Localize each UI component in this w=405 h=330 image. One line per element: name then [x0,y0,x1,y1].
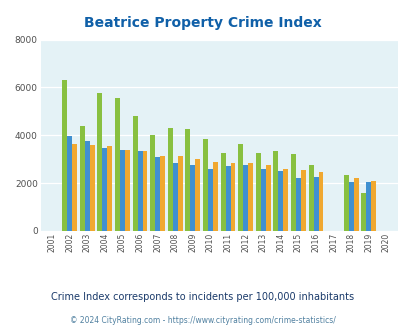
Bar [107,146,112,231]
Bar [225,166,230,231]
Text: © 2024 CityRating.com - https://www.cityrating.com/crime-statistics/: © 2024 CityRating.com - https://www.city… [70,315,335,325]
Bar [371,181,375,231]
Bar [177,156,182,231]
Bar [290,154,295,231]
Bar [230,163,235,231]
Bar [167,128,173,231]
Bar [348,182,353,231]
Text: Crime Index corresponds to incidents per 100,000 inhabitants: Crime Index corresponds to incidents per… [51,292,354,302]
Bar [102,148,107,231]
Bar [360,193,365,231]
Bar [212,162,217,231]
Bar [308,165,313,231]
Bar [195,159,200,231]
Bar [185,129,190,231]
Bar [67,137,72,231]
Bar [283,169,288,231]
Bar [265,165,270,231]
Bar [173,163,177,231]
Bar [202,139,207,231]
Bar [207,169,212,231]
Bar [260,169,265,231]
Bar [160,156,164,231]
Text: Beatrice Property Crime Index: Beatrice Property Crime Index [84,16,321,30]
Bar [243,165,247,231]
Bar [150,135,155,231]
Bar [97,93,102,231]
Bar [90,145,94,231]
Bar [343,175,348,231]
Bar [115,98,120,231]
Bar [318,172,323,231]
Bar [313,177,318,231]
Bar [295,178,300,231]
Bar [72,144,77,231]
Bar [120,150,125,231]
Bar [132,116,137,231]
Bar [255,153,260,231]
Bar [80,126,85,231]
Bar [137,151,142,231]
Bar [155,157,160,231]
Bar [220,153,225,231]
Bar [125,150,130,231]
Bar [300,170,305,231]
Bar [238,144,243,231]
Bar [353,178,358,231]
Bar [273,151,278,231]
Bar [278,171,283,231]
Bar [85,141,90,231]
Bar [142,151,147,231]
Bar [62,80,67,231]
Bar [247,163,252,231]
Bar [190,165,195,231]
Bar [365,182,371,231]
